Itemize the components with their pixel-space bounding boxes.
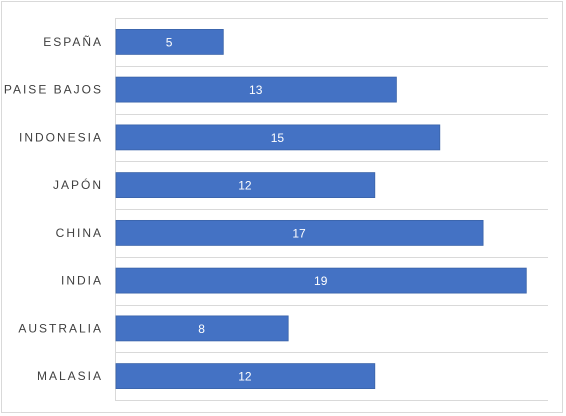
category-label: AUSTRALIA	[18, 321, 103, 335]
data-label: 19	[314, 274, 328, 288]
bar	[115, 315, 289, 342]
category-label: INDONESIA	[19, 130, 103, 144]
bar	[115, 219, 484, 246]
category-label: JAPÓN	[53, 177, 103, 192]
data-label: 8	[198, 322, 205, 336]
data-label: 12	[238, 370, 252, 384]
bars	[115, 28, 527, 390]
data-label: 15	[271, 131, 285, 145]
data-labels: 5 13 15 12 17 19 8 12	[166, 35, 328, 383]
gridlines	[115, 18, 548, 401]
bar	[115, 172, 376, 199]
category-label: INDIA	[61, 274, 103, 288]
data-label: 5	[166, 35, 173, 49]
bar	[115, 363, 376, 390]
category-label: MALASIA	[37, 369, 103, 383]
category-label: PAISE BAJOS	[4, 83, 103, 97]
bar	[115, 76, 397, 103]
bar	[115, 28, 224, 55]
data-label: 13	[249, 83, 263, 97]
category-label: ESPAÑA	[43, 35, 103, 49]
data-label: 12	[238, 179, 252, 193]
bar	[115, 124, 441, 151]
data-label: 17	[292, 226, 306, 240]
category-label: CHINA	[56, 226, 103, 240]
category-labels: ESPAÑA PAISE BAJOS INDONESIA JAPÓN CHINA INDI…	[4, 35, 103, 383]
bar	[115, 267, 527, 294]
